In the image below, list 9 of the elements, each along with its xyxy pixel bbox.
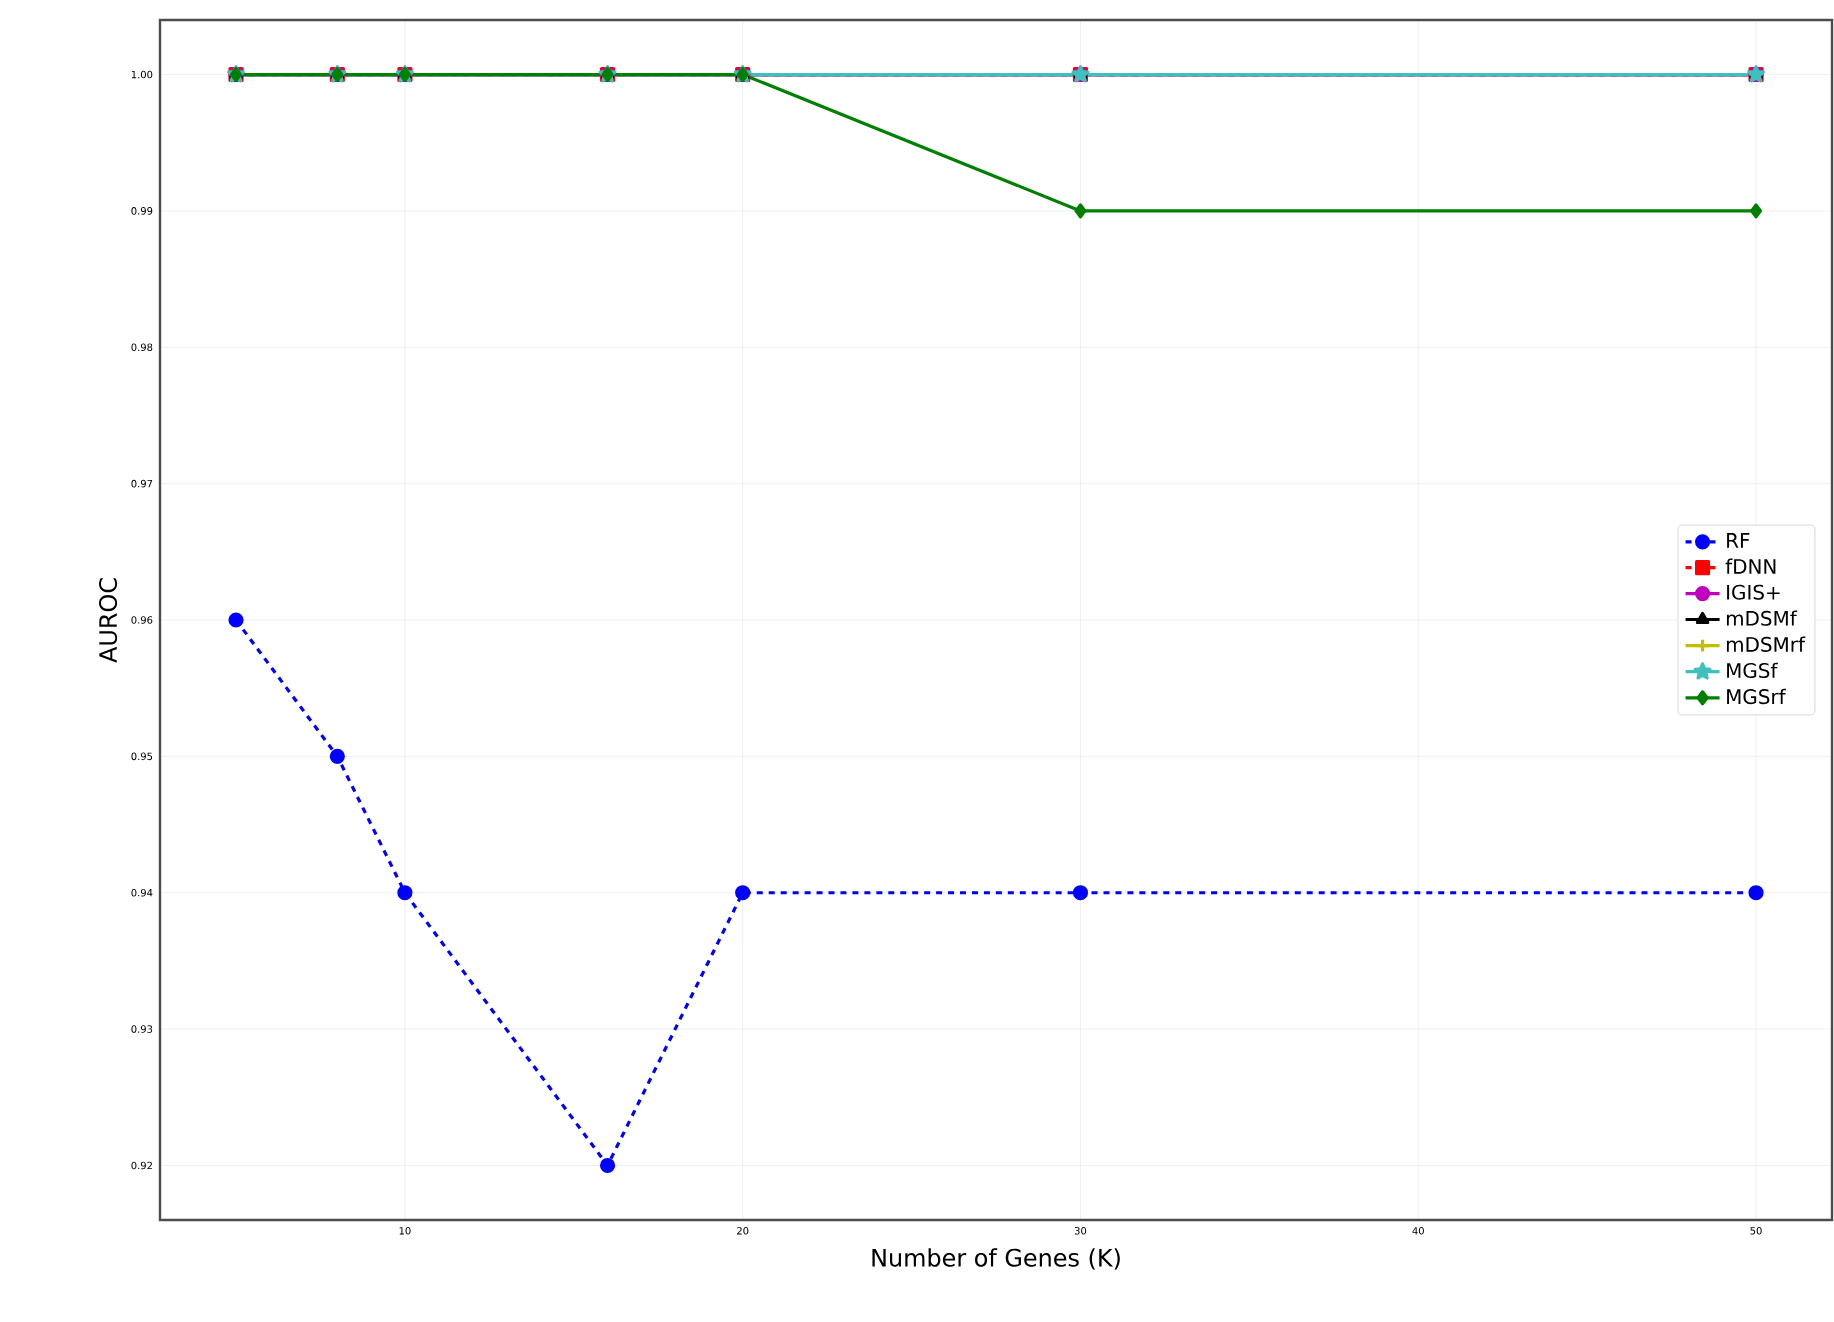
legend-label: fDNN bbox=[1725, 558, 1776, 574]
legend-label: mDSMf bbox=[1726, 610, 1798, 626]
legend-label: mDSMrf bbox=[1726, 636, 1806, 652]
legend-label: IGIS+ bbox=[1727, 584, 1780, 600]
legend-label: MGSrf bbox=[1727, 688, 1787, 705]
y-axis-title: AUROC bbox=[99, 578, 118, 663]
legend-label: MGSf bbox=[1727, 662, 1778, 679]
x-axis-title: Number of Genes (K) bbox=[872, 1248, 1120, 1270]
legend-label: RF bbox=[1727, 533, 1750, 548]
